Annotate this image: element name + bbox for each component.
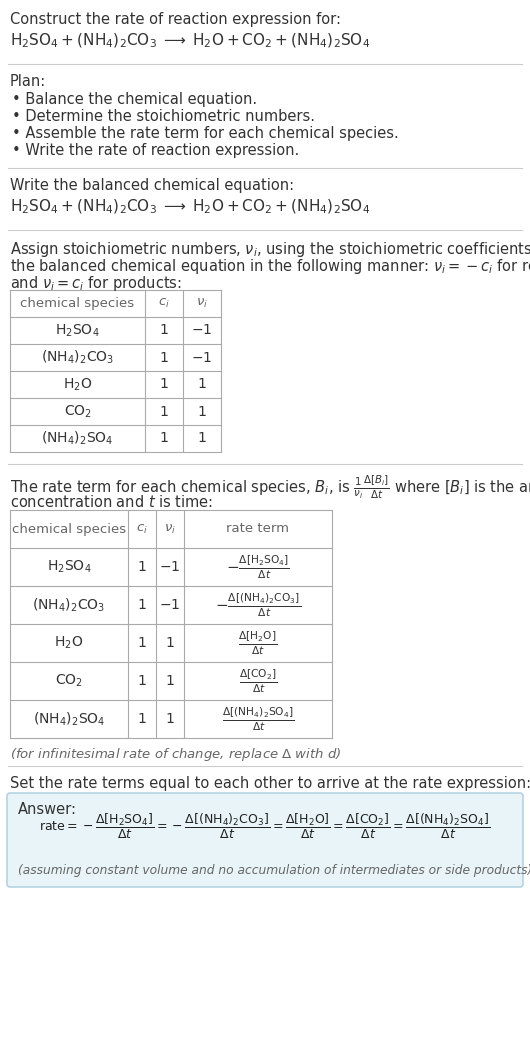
Text: $\mathrm{H_2O}$: $\mathrm{H_2O}$ xyxy=(55,635,84,652)
Text: • Assemble the rate term for each chemical species.: • Assemble the rate term for each chemic… xyxy=(12,126,399,141)
Text: $\mathrm{(NH_4)_2CO_3}$: $\mathrm{(NH_4)_2CO_3}$ xyxy=(32,596,105,614)
Text: $\mathrm{H_2SO_4}$: $\mathrm{H_2SO_4}$ xyxy=(55,322,100,339)
Text: 1: 1 xyxy=(160,378,169,391)
Text: Construct the rate of reaction expression for:: Construct the rate of reaction expressio… xyxy=(10,12,341,27)
Text: $\mathrm{H_2SO_4 + (NH_4)_2CO_3 \;\longrightarrow\; H_2O + CO_2 + (NH_4)_2SO_4}$: $\mathrm{H_2SO_4 + (NH_4)_2CO_3 \;\longr… xyxy=(10,32,370,50)
Text: $-\frac{\Delta[\mathrm{(NH_4)_2CO_3}]}{\Delta t}$: $-\frac{\Delta[\mathrm{(NH_4)_2CO_3}]}{\… xyxy=(215,591,301,619)
Text: (assuming constant volume and no accumulation of intermediates or side products): (assuming constant volume and no accumul… xyxy=(18,864,530,877)
Text: $-1$: $-1$ xyxy=(160,598,181,612)
Text: $\frac{\Delta[\mathrm{(NH_4)_2SO_4}]}{\Delta t}$: $\frac{\Delta[\mathrm{(NH_4)_2SO_4}]}{\D… xyxy=(222,705,294,733)
Text: $1$: $1$ xyxy=(165,636,175,650)
Text: 1: 1 xyxy=(160,405,169,418)
Text: Set the rate terms equal to each other to arrive at the rate expression:: Set the rate terms equal to each other t… xyxy=(10,776,530,791)
Text: the balanced chemical equation in the following manner: $\nu_i = -c_i$ for react: the balanced chemical equation in the fo… xyxy=(10,257,530,276)
Text: chemical species: chemical species xyxy=(21,297,135,310)
Text: Assign stoichiometric numbers, $\nu_i$, using the stoichiometric coefficients, $: Assign stoichiometric numbers, $\nu_i$, … xyxy=(10,240,530,259)
Text: $\nu_i$: $\nu_i$ xyxy=(164,522,176,536)
Text: 1: 1 xyxy=(160,350,169,364)
Text: $1$: $1$ xyxy=(197,405,207,418)
Text: $-\frac{\Delta[\mathrm{H_2SO_4}]}{\Delta t}$: $-\frac{\Delta[\mathrm{H_2SO_4}]}{\Delta… xyxy=(226,553,290,581)
Text: $1$: $1$ xyxy=(165,712,175,726)
Text: $\mathrm{(NH_4)_2SO_4}$: $\mathrm{(NH_4)_2SO_4}$ xyxy=(41,430,114,448)
Text: 1: 1 xyxy=(160,432,169,446)
Text: $\mathrm{CO_2}$: $\mathrm{CO_2}$ xyxy=(55,673,83,689)
Text: $\frac{\Delta[\mathrm{CO_2}]}{\Delta t}$: $\frac{\Delta[\mathrm{CO_2}]}{\Delta t}$ xyxy=(238,667,277,695)
Text: 1: 1 xyxy=(160,323,169,338)
Text: The rate term for each chemical species, $B_i$, is $\frac{1}{\nu_i}\frac{\Delta[: The rate term for each chemical species,… xyxy=(10,474,530,501)
FancyBboxPatch shape xyxy=(7,793,523,887)
Text: $c_i$: $c_i$ xyxy=(136,522,148,536)
Text: (for infinitesimal rate of change, replace $\Delta$ with $d$): (for infinitesimal rate of change, repla… xyxy=(10,746,341,763)
Text: $\mathrm{rate} = -\dfrac{\Delta[\mathrm{H_2SO_4}]}{\Delta t} = -\dfrac{\Delta[\m: $\mathrm{rate} = -\dfrac{\Delta[\mathrm{… xyxy=(39,812,491,841)
Text: $-1$: $-1$ xyxy=(191,323,213,338)
Text: 1: 1 xyxy=(138,560,146,574)
Text: Answer:: Answer: xyxy=(18,802,77,817)
Text: $-1$: $-1$ xyxy=(191,350,213,364)
Text: $\mathrm{(NH_4)_2SO_4}$: $\mathrm{(NH_4)_2SO_4}$ xyxy=(33,710,105,728)
Text: $\nu_i$: $\nu_i$ xyxy=(196,297,208,310)
Text: $\mathrm{H_2SO_4}$: $\mathrm{H_2SO_4}$ xyxy=(47,559,91,575)
Text: concentration and $t$ is time:: concentration and $t$ is time: xyxy=(10,494,213,510)
Text: and $\nu_i = c_i$ for products:: and $\nu_i = c_i$ for products: xyxy=(10,274,182,293)
Text: $1$: $1$ xyxy=(165,674,175,688)
Text: 1: 1 xyxy=(138,636,146,650)
Text: $1$: $1$ xyxy=(197,432,207,446)
Text: • Write the rate of reaction expression.: • Write the rate of reaction expression. xyxy=(12,143,299,158)
Text: $c_i$: $c_i$ xyxy=(158,297,170,310)
Text: $\mathrm{H_2O}$: $\mathrm{H_2O}$ xyxy=(63,377,92,392)
Text: $1$: $1$ xyxy=(197,378,207,391)
Text: $-1$: $-1$ xyxy=(160,560,181,574)
Text: 1: 1 xyxy=(138,712,146,726)
Text: 1: 1 xyxy=(138,674,146,688)
Text: Write the balanced chemical equation:: Write the balanced chemical equation: xyxy=(10,178,294,194)
Text: chemical species: chemical species xyxy=(12,523,126,536)
Text: $\frac{\Delta[\mathrm{H_2O}]}{\Delta t}$: $\frac{\Delta[\mathrm{H_2O}]}{\Delta t}$ xyxy=(238,629,278,657)
Text: • Determine the stoichiometric numbers.: • Determine the stoichiometric numbers. xyxy=(12,109,315,124)
Text: 1: 1 xyxy=(138,598,146,612)
Text: Plan:: Plan: xyxy=(10,74,46,89)
Text: $\mathrm{(NH_4)_2CO_3}$: $\mathrm{(NH_4)_2CO_3}$ xyxy=(41,348,114,366)
Text: $\mathrm{CO_2}$: $\mathrm{CO_2}$ xyxy=(64,404,92,419)
Text: rate term: rate term xyxy=(226,523,289,536)
Text: $\mathrm{H_2SO_4 + (NH_4)_2CO_3 \;\longrightarrow\; H_2O + CO_2 + (NH_4)_2SO_4}$: $\mathrm{H_2SO_4 + (NH_4)_2CO_3 \;\longr… xyxy=(10,198,370,217)
Text: • Balance the chemical equation.: • Balance the chemical equation. xyxy=(12,92,257,107)
